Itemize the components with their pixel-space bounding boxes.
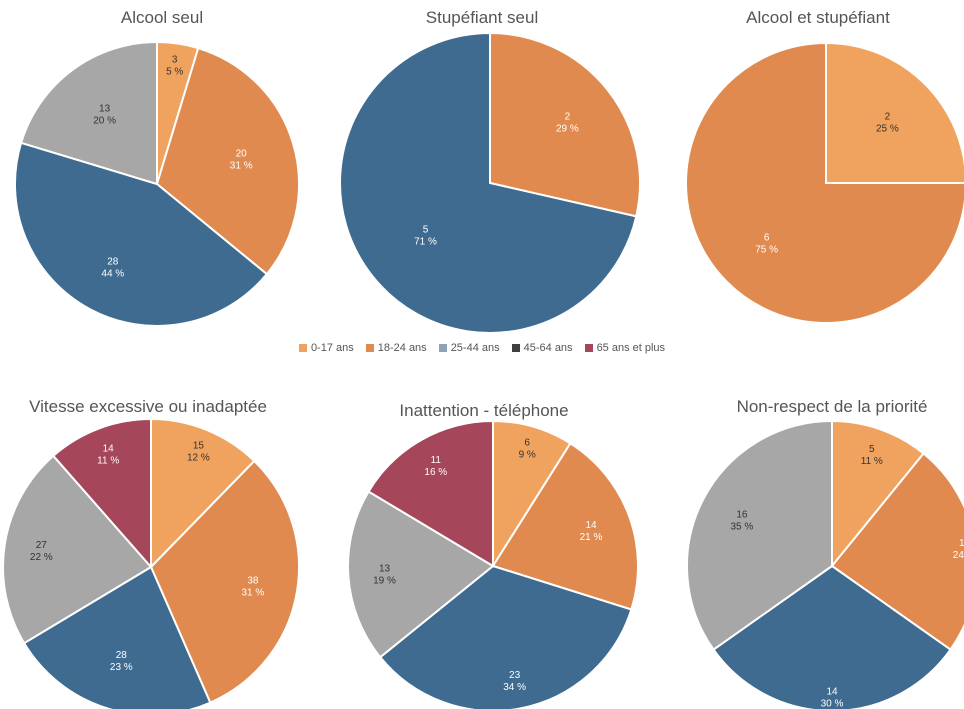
legend-item: 18-24 ans (365, 342, 427, 354)
chart-title-stupefiant-seul: Stupéfiant seul (425, 8, 539, 27)
slice-percent-label: 19 % (373, 576, 396, 587)
pie-slice-18-24-ans (830, 452, 964, 652)
pie-slice-45-64-ans (2, 454, 153, 645)
pie-slice-45-64-ans (346, 490, 495, 659)
slice-value-label: 14 (103, 443, 115, 454)
pie-slice-18-24-ans (155, 46, 300, 276)
slice-percent-label: 35 % (731, 521, 754, 532)
slice-value-label: 16 (736, 509, 748, 520)
slice-value-label: 13 (99, 103, 111, 114)
legend-label: 0-17 ans (310, 342, 354, 354)
chart-title-vitesse-excessive: Vitesse excessive ou inadaptée (29, 397, 267, 416)
slice-percent-label: 44 % (101, 269, 124, 280)
pie-slice-18-24-ans (491, 441, 639, 611)
chart-title-non-respect-priorite: Non-respect de la priorité (736, 397, 928, 416)
slice-value-label: 38 (247, 576, 259, 587)
chart-title-inattention-telephone: Inattention - téléphone (399, 401, 569, 420)
slice-percent-label: 11 % (861, 456, 883, 467)
slice-percent-label: 11 % (97, 455, 119, 466)
pie-slice-25-44-ans (378, 564, 633, 709)
slice-value-label: 2 (885, 112, 891, 123)
slice-percent-label: 71 % (414, 236, 437, 247)
legend-swatch (438, 344, 447, 352)
legend-label: 18-24 ans (377, 342, 427, 354)
pie-slice-0-17-ans (825, 41, 964, 184)
slice-value-label: 11 (959, 538, 964, 549)
pie-slice-65-ans-et-plus (367, 419, 494, 568)
chart-title-alcool-et-stupefiant: Alcool et stupéfiant (746, 8, 890, 27)
slice-percent-label: 30 % (821, 699, 844, 709)
slice-percent-label: 12 % (187, 453, 210, 464)
slice-value-label: 6 (524, 438, 530, 449)
chart-title-alcool-seul: Alcool seul (120, 8, 204, 27)
slice-value-label: 3 (172, 55, 178, 66)
legend-swatch (584, 344, 593, 352)
legend-label: 65 ans et plus (596, 342, 666, 354)
slice-value-label: 14 (826, 687, 838, 698)
pie-slice-25-44-ans (712, 564, 952, 709)
slice-percent-label: 75 % (755, 244, 778, 255)
slice-value-label: 11 (431, 455, 442, 466)
legend-item: 25-44 ans (438, 342, 500, 354)
slice-percent-label: 31 % (230, 160, 253, 171)
legend-swatch (365, 344, 374, 352)
slice-percent-label: 31 % (242, 588, 265, 599)
legend-swatch (511, 344, 520, 352)
pie-stupefiant-seul: 229 % 571 % (339, 31, 641, 334)
pie-slice-25-44-ans (22, 565, 212, 709)
slice-percent-label: 23 % (110, 662, 133, 673)
slice-value-label: 15 (193, 441, 205, 452)
slice-value-label: 27 (36, 540, 48, 551)
slice-value-label: 13 (379, 564, 391, 575)
slice-value-label: 6 (764, 232, 770, 243)
pie-slice-18-24-ans (149, 459, 300, 704)
pie-slice-25-44-ans (339, 31, 638, 334)
slice-value-label: 28 (116, 650, 128, 661)
slice-percent-label: 16 % (424, 467, 447, 478)
slice-percent-label: 22 % (30, 552, 53, 563)
slice-value-label: 20 (236, 148, 248, 159)
legend: 0-17 ans 18-24 ans 25-44 ans 45-64 ans 6… (0, 342, 964, 354)
legend-label: 25-44 ans (450, 342, 500, 354)
slice-percent-label: 5 % (166, 67, 183, 78)
pie-slice-18-24-ans (489, 31, 641, 218)
pie-slice-18-24-ans (685, 41, 964, 324)
pie-slice-0-17-ans (492, 419, 572, 570)
pie-slice-25-44-ans (14, 141, 269, 328)
pie-slice-0-17-ans (831, 419, 925, 569)
legend-swatch (298, 344, 307, 352)
slice-percent-label: 9 % (519, 450, 536, 461)
legend-item: 65 ans et plus (584, 342, 666, 354)
legend-label: 45-64 ans (523, 342, 573, 354)
slice-percent-label: 24 % (953, 550, 964, 561)
slice-value-label: 28 (107, 257, 119, 268)
slice-percent-label: 29 % (556, 123, 579, 134)
pie-slice-45-64-ans (19, 40, 158, 186)
slice-percent-label: 21 % (580, 532, 603, 543)
slice-value-label: 14 (585, 520, 597, 531)
slice-percent-label: 25 % (876, 124, 899, 135)
slice-value-label: 23 (509, 670, 521, 681)
slice-value-label: 2 (565, 111, 571, 122)
slice-percent-label: 34 % (503, 682, 526, 693)
pie-alcool-et-stupefiant: 225 % 675 % (685, 41, 964, 324)
legend-item: 45-64 ans (511, 342, 573, 354)
pie-slice-0-17-ans (150, 417, 256, 570)
slice-value-label: 5 (869, 444, 875, 455)
pie-slice-45-64-ans (686, 419, 833, 652)
legend-item: 0-17 ans (298, 342, 354, 354)
slice-value-label: 5 (423, 224, 429, 235)
pie-slice-65-ans-et-plus (51, 417, 152, 570)
slice-percent-label: 20 % (93, 115, 116, 126)
